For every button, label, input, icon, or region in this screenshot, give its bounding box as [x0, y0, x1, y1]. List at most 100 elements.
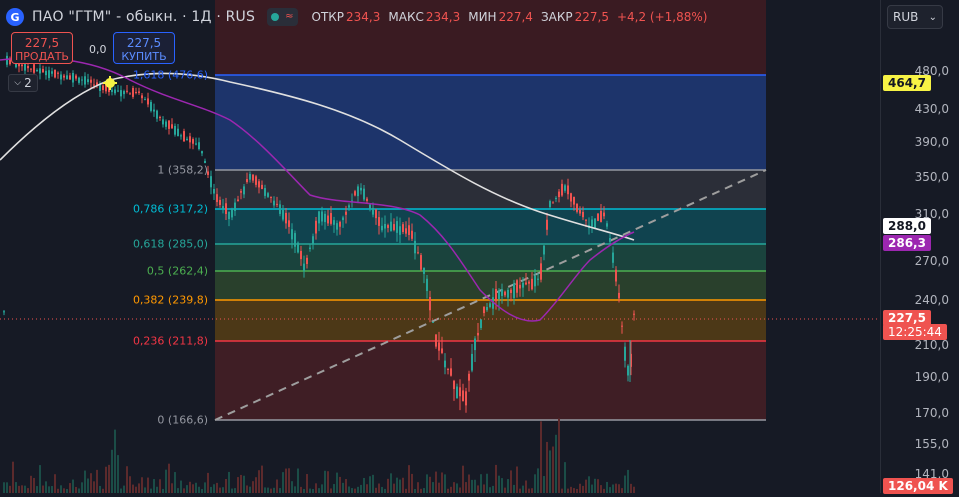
candle-body — [435, 334, 437, 347]
candle-body — [504, 291, 506, 296]
volume-bar — [618, 484, 620, 493]
candle-body — [474, 338, 476, 351]
volume-bar — [501, 478, 503, 493]
volume-bar — [84, 470, 86, 493]
volume-bar — [606, 481, 608, 493]
candle-body — [60, 74, 62, 80]
candle-body — [159, 116, 161, 118]
volume-bar — [393, 483, 395, 493]
candle-body — [342, 217, 344, 221]
volume-bar — [306, 474, 308, 493]
price-chart[interactable] — [0, 0, 880, 493]
price-axis[interactable]: RUB ⌄ 480,0 430,0 390,0 350,0 310,0 270,0 240,… — [880, 0, 959, 494]
candle-body — [114, 89, 116, 94]
candle-body — [615, 269, 617, 282]
candle-body — [141, 95, 143, 99]
candle-body — [249, 173, 251, 180]
candle-body — [258, 181, 260, 188]
volume-bar — [192, 484, 194, 493]
candle-body — [525, 282, 527, 285]
volume-bar — [297, 468, 299, 493]
candle-body — [561, 183, 563, 196]
volume-bar — [387, 478, 389, 493]
candle-body — [375, 209, 377, 219]
candle-body — [321, 211, 323, 222]
volume-bar — [339, 476, 341, 493]
volume-bar — [303, 488, 305, 493]
volume-bar — [51, 486, 53, 493]
candle-body — [156, 110, 158, 119]
candle-body — [213, 188, 215, 194]
company-logo-icon: G — [6, 8, 24, 26]
candle-body — [420, 255, 422, 270]
volume-bar — [6, 482, 8, 493]
volume-bar — [36, 486, 38, 493]
chart-area[interactable] — [0, 0, 880, 493]
volume-bar — [321, 484, 323, 493]
candle-body — [144, 99, 146, 101]
volume-bar — [354, 488, 356, 493]
candle-body — [333, 220, 335, 225]
volume-bar — [552, 446, 554, 493]
volume-bar — [249, 486, 251, 493]
volume-bar — [435, 471, 437, 493]
volume-bar — [483, 484, 485, 493]
candle-body — [165, 121, 167, 127]
candle-body — [3, 311, 5, 313]
candle-body — [534, 275, 536, 287]
candle-body — [6, 55, 8, 65]
candle-body — [459, 387, 461, 397]
volume-bar — [138, 483, 140, 493]
fib-zone-top — [215, 0, 766, 75]
candle-body — [387, 225, 389, 228]
volume-bar — [3, 482, 5, 493]
price-tick-label: 141,0 — [914, 467, 949, 481]
candle-body — [408, 225, 410, 235]
volume-bar — [189, 481, 191, 493]
volume-bar — [534, 474, 536, 493]
fib-zone — [215, 209, 766, 244]
volume-bar — [54, 474, 56, 493]
volume-bar — [474, 479, 476, 493]
volume-bar — [156, 486, 158, 493]
candle-body — [405, 228, 407, 234]
volume-bar — [591, 484, 593, 493]
candle-body — [198, 142, 200, 150]
candle-body — [45, 70, 47, 76]
candle-body — [330, 213, 332, 224]
candle-body — [30, 68, 32, 70]
candle-body — [318, 211, 320, 224]
indicators-toggle[interactable]: ⌵ 2 — [8, 74, 38, 92]
volume-bar — [627, 469, 629, 493]
candle-body — [480, 319, 482, 328]
volume-bar — [378, 483, 380, 493]
candle-body — [339, 221, 341, 227]
candle-body — [51, 71, 53, 74]
currency-select[interactable]: RUB ⌄ — [887, 5, 943, 29]
candle-body — [483, 306, 485, 314]
candle-body — [207, 171, 209, 175]
volume-bar — [615, 483, 617, 493]
volume-bar — [237, 477, 239, 493]
volume-bar — [573, 488, 575, 493]
volume-bar — [432, 482, 434, 493]
market-status-pill[interactable]: ≈ — [267, 8, 298, 26]
wave-icon: ≈ — [285, 11, 294, 22]
sell-button[interactable]: 227,5 ПРОДАТЬ — [11, 32, 73, 64]
candle-body — [129, 93, 131, 95]
candle-body — [192, 139, 194, 144]
ohlc-values: ОТКР 234,3 МАКС 234,3 МИН 227,4 ЗАКР 227,5 +… — [312, 10, 716, 24]
fib-level-label: 1 (358,2) — [157, 163, 208, 177]
fib-level-label: 0,786 (317,2) — [132, 202, 208, 216]
volume-bar — [333, 484, 335, 493]
candle-body — [132, 87, 134, 97]
candle-body — [21, 64, 23, 67]
buy-button[interactable]: 227,5 КУПИТЬ — [113, 32, 175, 64]
volume-bar — [510, 470, 512, 493]
volume-bar — [87, 478, 89, 493]
fib-level-label: 0,236 (211,8) — [132, 334, 208, 348]
candle-body — [348, 205, 350, 208]
volume-bar — [171, 483, 173, 493]
symbol-title[interactable]: ПАО "ГТМ" - обыкн. · 1Д · RUS — [32, 9, 256, 25]
candle-body — [66, 75, 68, 79]
